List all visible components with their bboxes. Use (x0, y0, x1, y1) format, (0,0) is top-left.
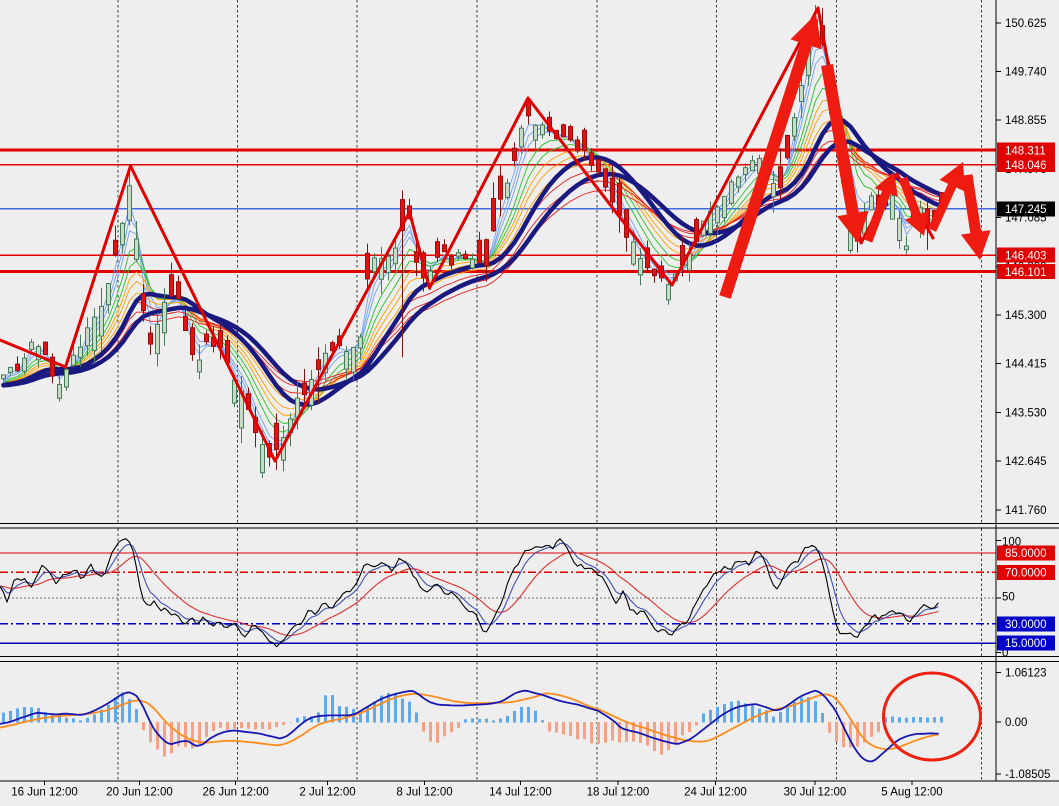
svg-text:30 Jul 12:00: 30 Jul 12:00 (784, 787, 847, 799)
svg-text:146.101: 146.101 (1005, 267, 1047, 279)
svg-text:30.0000: 30.0000 (1005, 619, 1047, 631)
svg-text:85.0000: 85.0000 (1005, 548, 1047, 560)
svg-text:149.740: 149.740 (1005, 67, 1047, 79)
svg-text:26 Jun 12:00: 26 Jun 12:00 (202, 787, 269, 799)
svg-text:2 Jul 12:00: 2 Jul 12:00 (299, 787, 355, 799)
svg-text:1.06123: 1.06123 (1005, 668, 1047, 680)
svg-text:141.760: 141.760 (1005, 505, 1047, 517)
svg-text:20 Jun 12:00: 20 Jun 12:00 (106, 787, 173, 799)
svg-text:24 Jul 12:00: 24 Jul 12:00 (684, 787, 747, 799)
svg-text:142.645: 142.645 (1005, 456, 1047, 468)
svg-text:150.625: 150.625 (1005, 18, 1047, 30)
svg-text:148.046: 148.046 (1005, 160, 1047, 172)
svg-text:8 Jul 12:00: 8 Jul 12:00 (396, 787, 452, 799)
svg-text:143.530: 143.530 (1005, 407, 1047, 419)
svg-text:5 Aug 12:00: 5 Aug 12:00 (881, 787, 942, 799)
svg-text:70.0000: 70.0000 (1005, 568, 1047, 580)
svg-text:15.0000: 15.0000 (1005, 638, 1047, 650)
svg-text:14 Jul 12:00: 14 Jul 12:00 (489, 787, 552, 799)
svg-text:50: 50 (1002, 592, 1015, 604)
svg-text:-1.08505: -1.08505 (1005, 769, 1050, 781)
svg-text:18 Jul 12:00: 18 Jul 12:00 (587, 787, 650, 799)
svg-text:148.311: 148.311 (1005, 145, 1046, 157)
svg-text:0: 0 (1002, 648, 1008, 660)
svg-text:145.300: 145.300 (1005, 310, 1047, 322)
svg-text:16 Jun 12:00: 16 Jun 12:00 (11, 787, 78, 799)
svg-text:147.245: 147.245 (1005, 204, 1047, 216)
svg-text:148.855: 148.855 (1005, 115, 1047, 127)
svg-text:144.415: 144.415 (1005, 359, 1047, 371)
svg-text:146.403: 146.403 (1005, 250, 1047, 262)
svg-text:0.00: 0.00 (1005, 717, 1027, 729)
